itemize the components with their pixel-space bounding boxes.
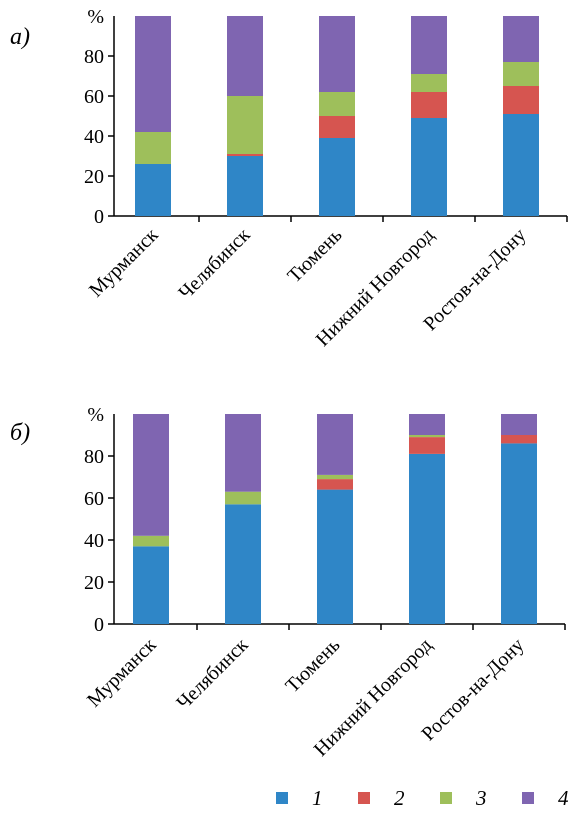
y-tick-label: 60 <box>84 488 104 510</box>
category-label: Тюмень <box>283 224 346 287</box>
bar-segment-series-2 <box>319 116 355 138</box>
legend-swatch-1 <box>276 792 288 804</box>
y-tick-label: 80 <box>84 446 104 468</box>
bar-segment-series-2 <box>409 437 445 454</box>
bar-segment-series-4 <box>133 414 169 536</box>
bar-segment-series-1 <box>501 443 537 624</box>
category-label: Мурманск <box>83 634 161 712</box>
bar-segment-series-2 <box>503 86 539 114</box>
bar-segment-series-3 <box>225 491 261 505</box>
bar-segment-series-1 <box>503 114 539 216</box>
panel-a-label: а) <box>10 24 30 50</box>
y-tick-label: 20 <box>84 166 104 188</box>
bar-segment-series-4 <box>317 414 353 475</box>
bar-segment-series-4 <box>135 16 171 132</box>
y-tick-label: 20 <box>84 572 104 594</box>
panel-b-label: б) <box>10 420 30 446</box>
bar-segment-series-4 <box>225 414 261 492</box>
y-axis-label: % <box>87 404 104 426</box>
bar-segment-series-3 <box>409 435 445 438</box>
bar-segment-series-1 <box>225 504 261 624</box>
legend-swatch-3 <box>440 792 452 804</box>
bar-segment-series-4 <box>409 414 445 435</box>
bar-segment-series-3 <box>317 474 353 480</box>
bar-segment-series-3 <box>133 535 169 547</box>
y-tick-label: 0 <box>94 614 104 636</box>
bar-segment-series-4 <box>227 16 263 96</box>
bar-segment-series-3 <box>319 92 355 116</box>
bar-segment-series-1 <box>411 118 447 216</box>
bar-segment-series-3 <box>135 132 171 164</box>
category-label: Мурманск <box>85 224 163 302</box>
category-label: Челябинск <box>172 634 252 714</box>
y-axis-label: % <box>87 6 104 28</box>
bar-segment-series-2 <box>411 92 447 118</box>
legend: 1 2 3 4 <box>276 786 569 810</box>
legend-label-3: 3 <box>475 786 487 810</box>
bar-segment-series-2 <box>317 479 353 490</box>
bar-segment-series-4 <box>411 16 447 74</box>
category-label: Тюмень <box>281 634 344 697</box>
category-label: Челябинск <box>174 224 254 304</box>
bar-segment-series-4 <box>501 414 537 435</box>
bar-segment-series-1 <box>317 489 353 624</box>
legend-label-2: 2 <box>394 786 405 810</box>
bar-segment-series-4 <box>319 16 355 92</box>
y-tick-label: 40 <box>84 126 104 148</box>
bar-segment-series-1 <box>135 164 171 216</box>
legend-swatch-2 <box>358 792 370 804</box>
legend-swatch-4 <box>522 792 534 804</box>
bar-segment-series-1 <box>227 156 263 216</box>
y-tick-label: 0 <box>94 206 104 228</box>
bar-segment-series-2 <box>227 154 263 156</box>
bar-segment-series-3 <box>503 62 539 86</box>
bar-segment-series-1 <box>319 138 355 216</box>
bar-segment-series-3 <box>411 74 447 92</box>
bar-segment-series-4 <box>503 16 539 62</box>
y-tick-label: 60 <box>84 86 104 108</box>
bar-segment-series-1 <box>409 453 445 624</box>
y-tick-label: 40 <box>84 530 104 552</box>
bar-segment-series-1 <box>133 546 169 624</box>
bar-segment-series-3 <box>227 96 263 154</box>
bar-segment-series-2 <box>501 435 537 444</box>
y-tick-label: 80 <box>84 46 104 68</box>
legend-label-4: 4 <box>558 786 569 810</box>
legend-label-1: 1 <box>312 786 323 810</box>
